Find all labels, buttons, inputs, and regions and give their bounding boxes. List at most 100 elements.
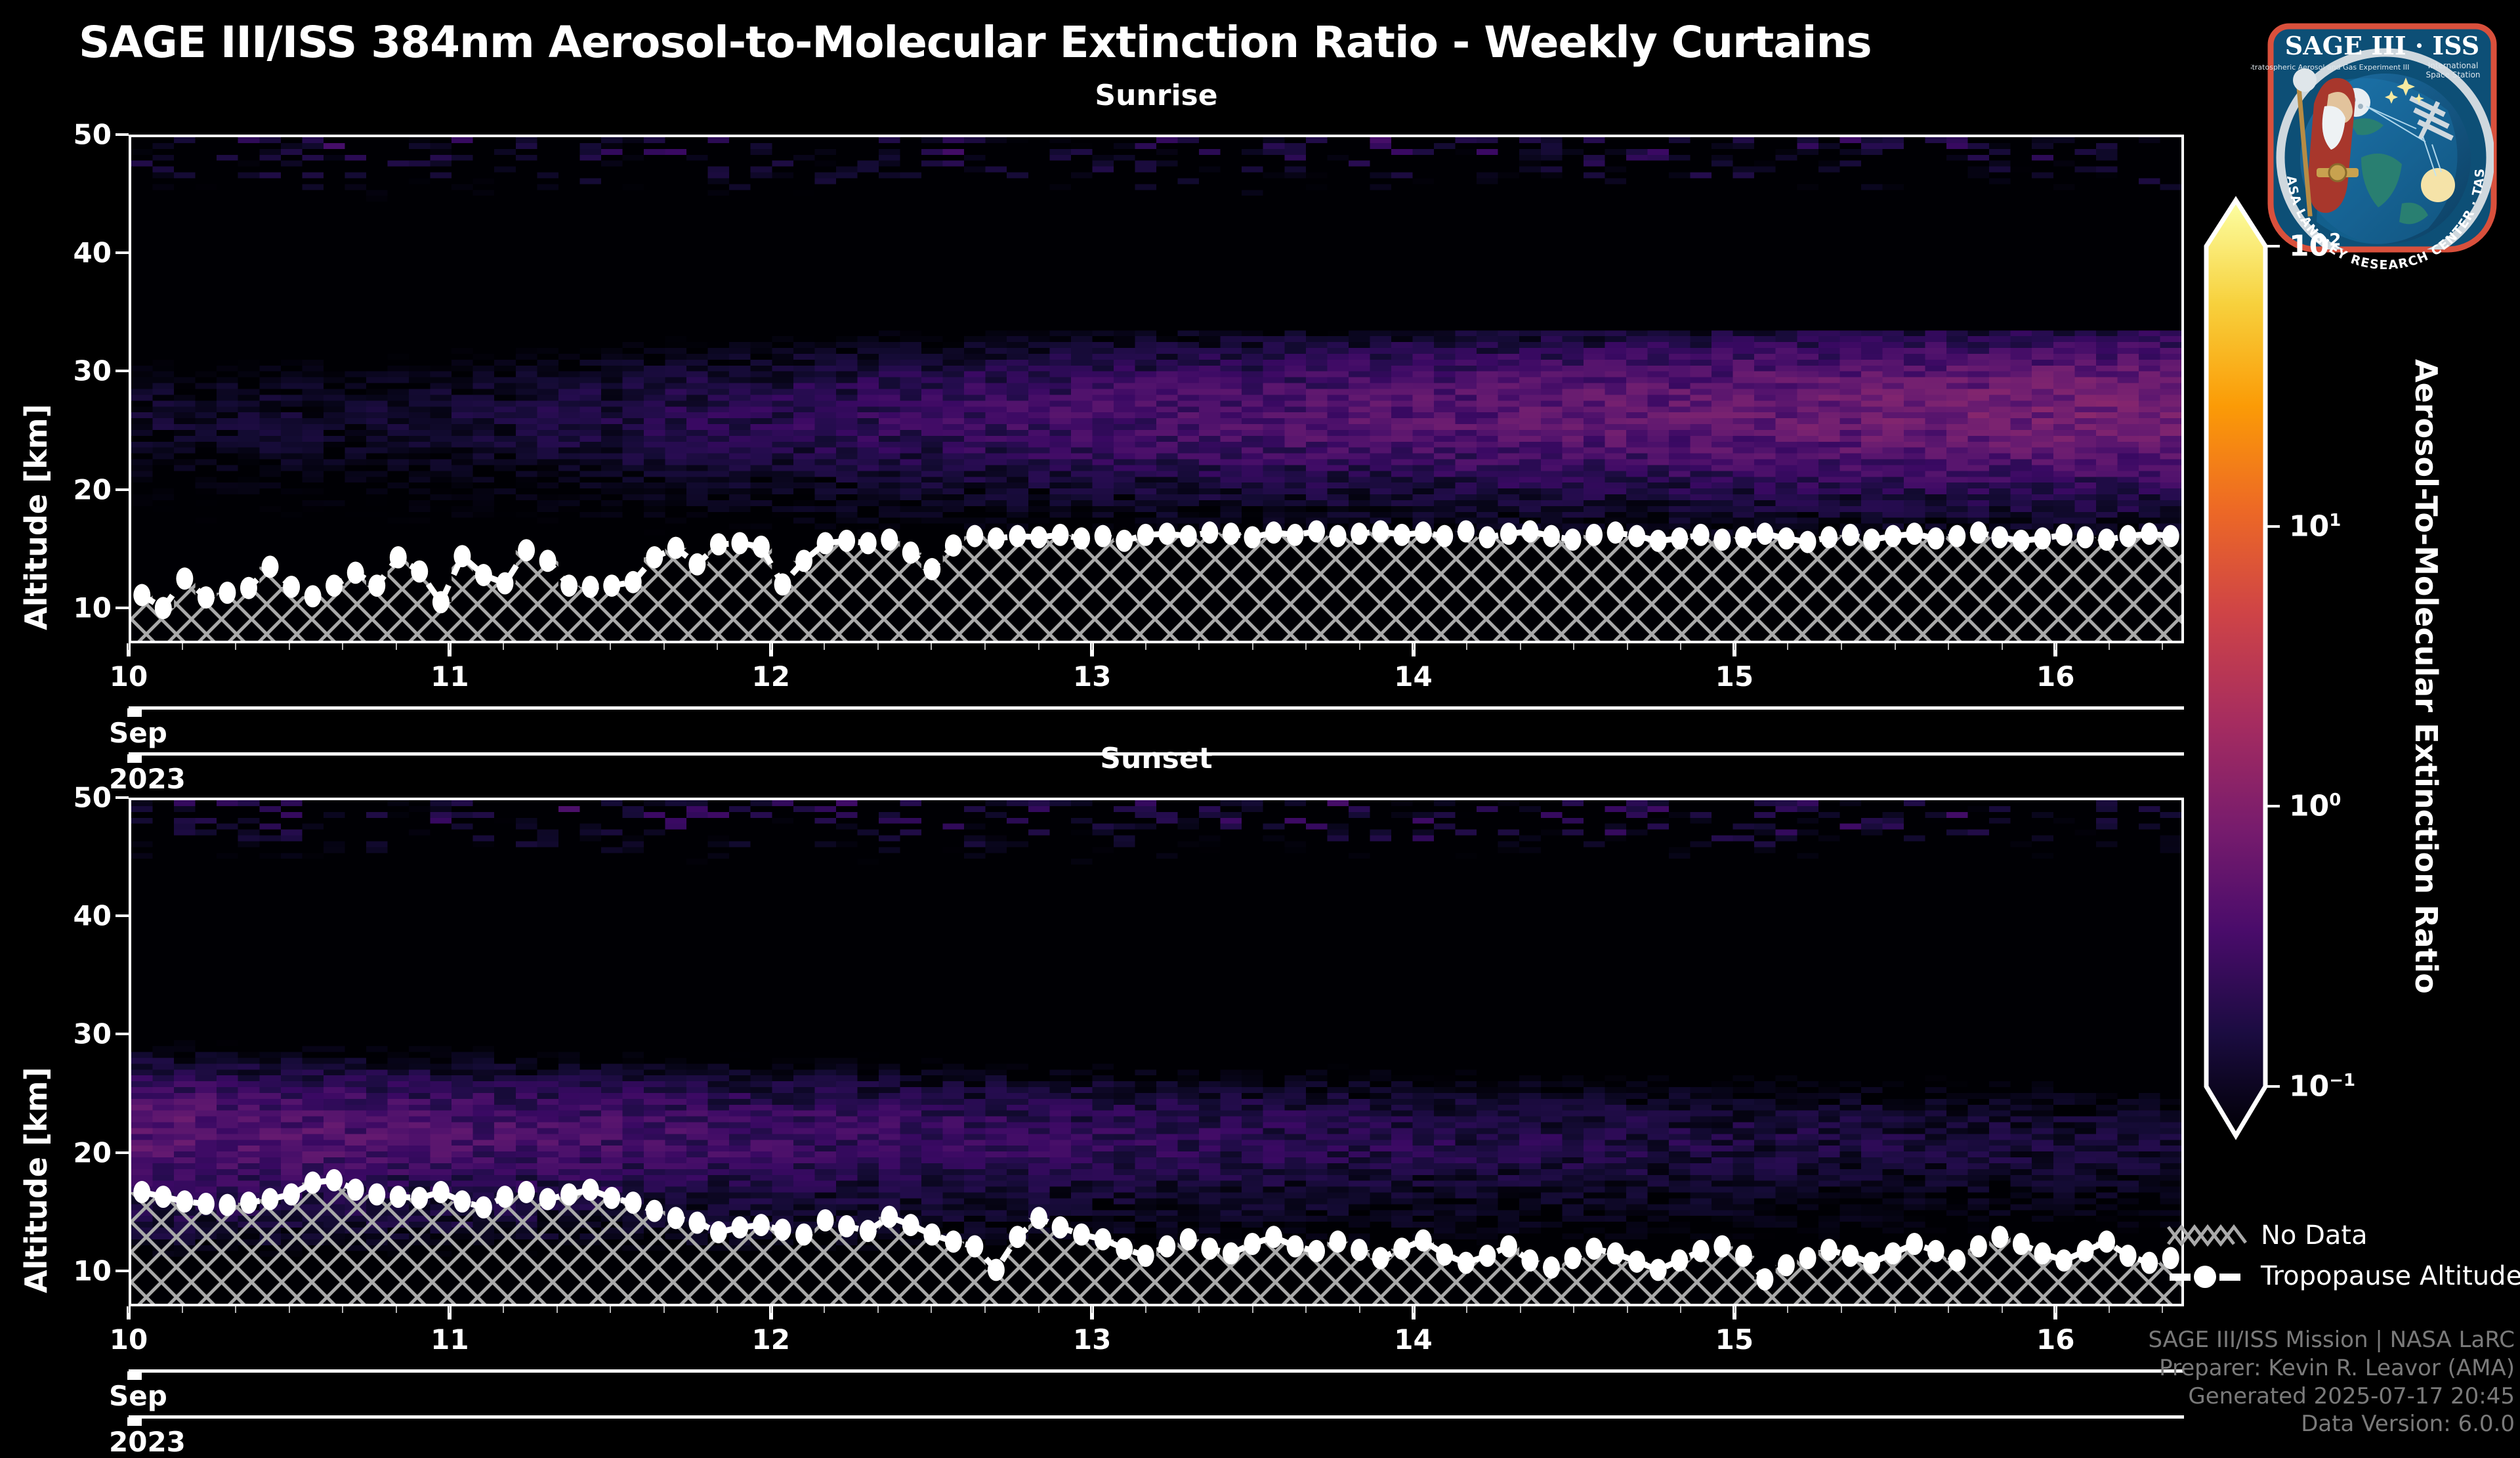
tropopause-marker [1991,1226,2009,1249]
tropopause-marker [346,1178,364,1201]
x-tick-mark [768,643,773,656]
x-tick-label: 16 [2036,1323,2075,1356]
dashed-marker-line-icon [2170,1266,2240,1288]
tropopause-marker [1073,527,1091,550]
tropopause-marker [1969,1235,1987,1258]
tropopause-marker [560,574,578,597]
x-minor-tick [1091,643,1093,650]
y-tick-mark [116,914,129,918]
tropopause-marker [1628,1250,1646,1273]
tropopause-marker [2162,1247,2179,1270]
tropopause-marker [326,574,343,597]
tropopause-marker [176,567,194,590]
tropopause-marker [688,1211,706,1234]
tropopause-marker [1841,523,1859,546]
tropopause-marker [902,1214,919,1237]
x-tick-label: 10 [109,660,148,693]
tropopause-marker [1308,1239,1326,1262]
tropopause-marker [474,564,492,586]
x-tick-label: 15 [1715,660,1754,693]
tropopause-marker [346,561,364,584]
panel-sunrise: Sunrise Altitude [km] 10 20 30 40 50 10 11 12 1… [0,79,2192,795]
no-data-hatch-sunset [131,1180,2181,1304]
tropopause-marker [581,1178,599,1201]
colorbar-tick-mark [2265,245,2280,247]
tropopause-marker [752,1214,770,1237]
tropopause-marker [1799,530,1816,553]
x-minor-tick [2001,1306,2003,1313]
tropopause-marker [624,1191,642,1214]
x-minor-tick [502,643,504,650]
x-minor-tick [556,643,558,650]
x-minor-tick [1358,643,1360,650]
x-tick-label: 12 [751,1323,790,1356]
tropopause-marker [1606,521,1624,544]
tropopause-marker [1906,523,1923,546]
tropopause-marker [987,1258,1005,1281]
tropopause-marker [1372,520,1389,543]
tropopause-marker [389,1186,407,1209]
tropopause-marker [283,1183,301,1206]
tropopause-marker [1436,525,1454,547]
x-minor-tick [1198,643,1200,650]
tropopause-marker [240,576,257,599]
plot-area-sunrise[interactable] [129,135,2184,643]
tropopause-marker [411,1186,429,1209]
footer-line-version: Data Version: 6.0.0 [2301,1411,2515,1438]
tropopause-marker [1457,520,1475,543]
tropopause-marker [1521,520,1539,543]
plot-area-sunset[interactable] [129,798,2184,1306]
tropopause-marker [944,534,962,557]
year-span-bar [129,1415,2184,1419]
y-tick-mark [116,1151,129,1154]
tropopause-marker [1372,1247,1389,1270]
colorbar-tick-mark [2265,805,2280,808]
tropopause-marker [176,1190,194,1213]
x-tick-mark [1732,1306,1736,1319]
x-minor-tick [128,643,129,650]
tropopause-marker [1671,1249,1689,1272]
tropopause-marker [1158,1235,1176,1258]
tropopause-marker [261,1188,279,1211]
x-tick-label: 14 [1394,660,1433,693]
tropopause-marker [496,572,514,595]
x-minor-tick [1841,1306,1842,1313]
tropopause-marker [581,575,599,598]
tropopause-marker [1116,529,1133,552]
tropopause-marker [2076,526,2094,549]
tropopause-marker [1799,1247,1816,1270]
tropopause-marker [1863,528,1881,551]
tropopause-marker [1586,1237,1603,1260]
month-label: Sep [109,1380,167,1412]
tropopause-marker [453,545,471,568]
tropopause-marker [1009,1226,1026,1249]
sage-iii-iss-mission-patch-logo: SAGE III · ISS Stratospheric Aerosol and… [2245,0,2513,272]
tropopause-marker [1906,1233,1923,1255]
tropopause-marker [966,1235,984,1258]
tropopause-marker [816,532,834,555]
month-span-nub [127,1371,142,1380]
tropopause-marker [1030,1207,1048,1230]
x-minor-tick [1038,643,1040,650]
tropopause-marker [966,525,984,547]
tropopause-marker [2162,525,2179,547]
tropopause-marker [1649,1258,1667,1281]
tropopause-marker [219,1193,236,1216]
x-minor-tick [288,643,290,650]
tropopause-marker [2012,1233,2030,1255]
tropopause-marker [1500,1235,1517,1258]
x-minor-tick [1038,1306,1040,1313]
tropopause-marker [709,1221,727,1243]
legend-label-tropopause: Tropopause Altitude [2261,1261,2520,1291]
tropopause-marker [1414,521,1432,544]
tropopause-marker [881,528,898,551]
tropopause-marker [1606,1242,1624,1265]
tropopause-marker [923,558,941,580]
x-minor-tick [2055,1306,2057,1313]
x-minor-tick [1251,1306,1253,1313]
x-tick-mark [2053,1306,2058,1319]
tropopause-marker [1051,1216,1069,1239]
tropopause-marker [368,1183,386,1206]
tropopause-marker [774,1218,791,1241]
